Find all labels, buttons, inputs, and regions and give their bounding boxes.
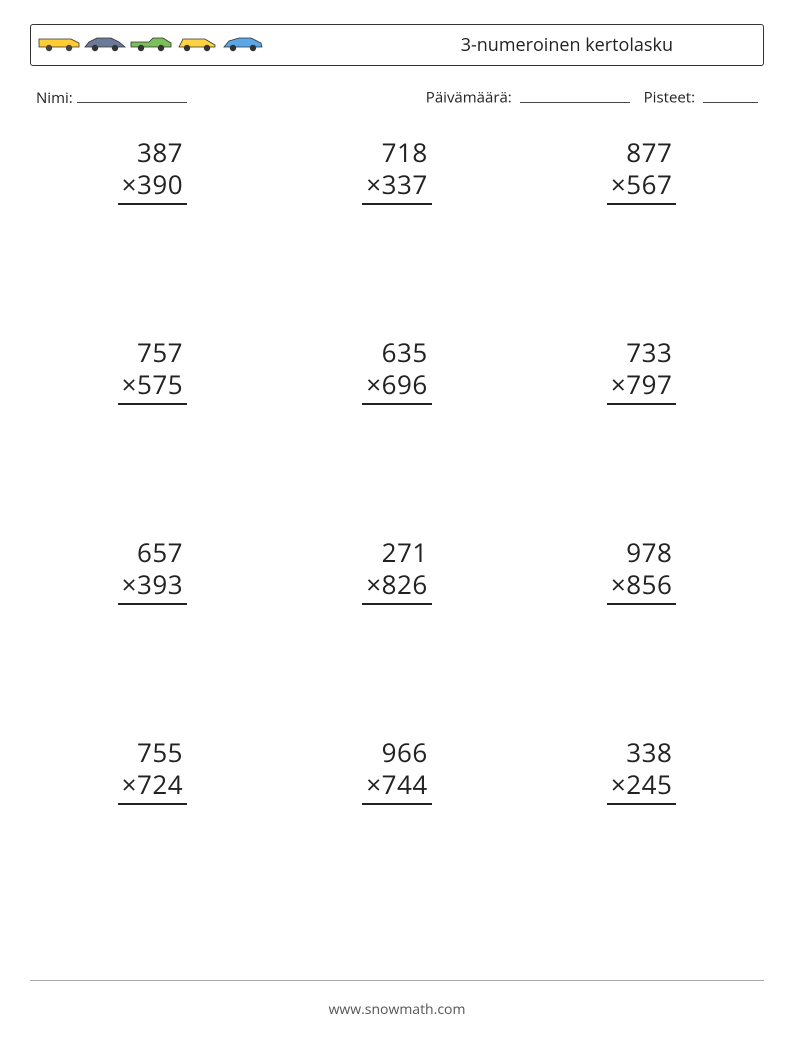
multiplier-row: ×245 — [607, 768, 676, 805]
problem-stack: 877 ×567 — [607, 136, 676, 205]
multiplicand: 978 — [607, 536, 676, 569]
multiplier-row: ×337 — [362, 168, 431, 205]
multiplier-row: ×567 — [607, 168, 676, 205]
score-field: Pisteet: — [644, 86, 758, 108]
worksheet-title: 3-numeroinen kertolasku — [461, 33, 673, 57]
problem-stack: 966 ×744 — [362, 736, 431, 805]
problem-stack: 657 ×393 — [118, 536, 187, 605]
pickup-icon — [129, 33, 173, 58]
multiplicand: 338 — [607, 736, 676, 769]
problems-grid: 387 ×390 718 ×337 877 ×567 757 ×575 635 … — [30, 136, 764, 936]
problem-2: 718 ×337 — [275, 136, 520, 336]
footer-rule — [30, 980, 764, 981]
coupe-icon — [221, 33, 265, 58]
multiplicand: 271 — [362, 536, 431, 569]
problem-9: 978 ×856 — [519, 536, 764, 736]
problem-stack: 338 ×245 — [607, 736, 676, 805]
multiplier-row: ×724 — [118, 768, 187, 805]
problem-stack: 387 ×390 — [118, 136, 187, 205]
hatch-icon — [175, 33, 219, 58]
score-blank[interactable] — [703, 86, 758, 103]
problem-stack: 271 ×826 — [362, 536, 431, 605]
multiplier-row: ×744 — [362, 768, 431, 805]
problem-1: 387 ×390 — [30, 136, 275, 336]
problem-stack: 635 ×696 — [362, 336, 431, 405]
date-field: Päivämäärä: — [426, 86, 630, 108]
multiplicand: 718 — [362, 136, 431, 169]
multiplier-row: ×393 — [118, 568, 187, 605]
multiplier-row: ×797 — [607, 368, 676, 405]
name-blank[interactable] — [77, 86, 187, 103]
problem-6: 733 ×797 — [519, 336, 764, 536]
date-blank[interactable] — [520, 86, 630, 103]
van-icon — [37, 33, 81, 58]
multiplicand: 877 — [607, 136, 676, 169]
problem-11: 966 ×744 — [275, 736, 520, 936]
problem-3: 877 ×567 — [519, 136, 764, 336]
problem-stack: 718 ×337 — [362, 136, 431, 205]
multiplicand: 387 — [118, 136, 187, 169]
info-row: Nimi: Päivämäärä: Pisteet: — [36, 86, 758, 108]
multiplicand: 733 — [607, 336, 676, 369]
footer-text: www.snowmath.com — [0, 1000, 794, 1019]
problem-10: 755 ×724 — [30, 736, 275, 936]
problem-5: 635 ×696 — [275, 336, 520, 536]
multiplier-row: ×575 — [118, 368, 187, 405]
date-label: Päivämäärä: — [426, 88, 512, 108]
name-field: Nimi: — [36, 86, 187, 108]
multiplicand: 635 — [362, 336, 431, 369]
multiplicand: 757 — [118, 336, 187, 369]
problem-12: 338 ×245 — [519, 736, 764, 936]
sedan-icon — [83, 33, 127, 58]
multiplicand: 966 — [362, 736, 431, 769]
multiplicand: 755 — [118, 736, 187, 769]
problem-stack: 733 ×797 — [607, 336, 676, 405]
problem-stack: 755 ×724 — [118, 736, 187, 805]
car-icon-row — [37, 33, 265, 58]
multiplicand: 657 — [118, 536, 187, 569]
name-label: Nimi: — [36, 88, 73, 108]
multiplier-row: ×696 — [362, 368, 431, 405]
worksheet-page: 3-numeroinen kertolasku Nimi: Päivämäärä… — [0, 0, 794, 1053]
problem-7: 657 ×393 — [30, 536, 275, 736]
multiplier-row: ×826 — [362, 568, 431, 605]
header-box: 3-numeroinen kertolasku — [30, 24, 764, 66]
problem-stack: 978 ×856 — [607, 536, 676, 605]
multiplier-row: ×390 — [118, 168, 187, 205]
problem-4: 757 ×575 — [30, 336, 275, 536]
score-label: Pisteet: — [644, 88, 695, 108]
multiplier-row: ×856 — [607, 568, 676, 605]
problem-8: 271 ×826 — [275, 536, 520, 736]
problem-stack: 757 ×575 — [118, 336, 187, 405]
